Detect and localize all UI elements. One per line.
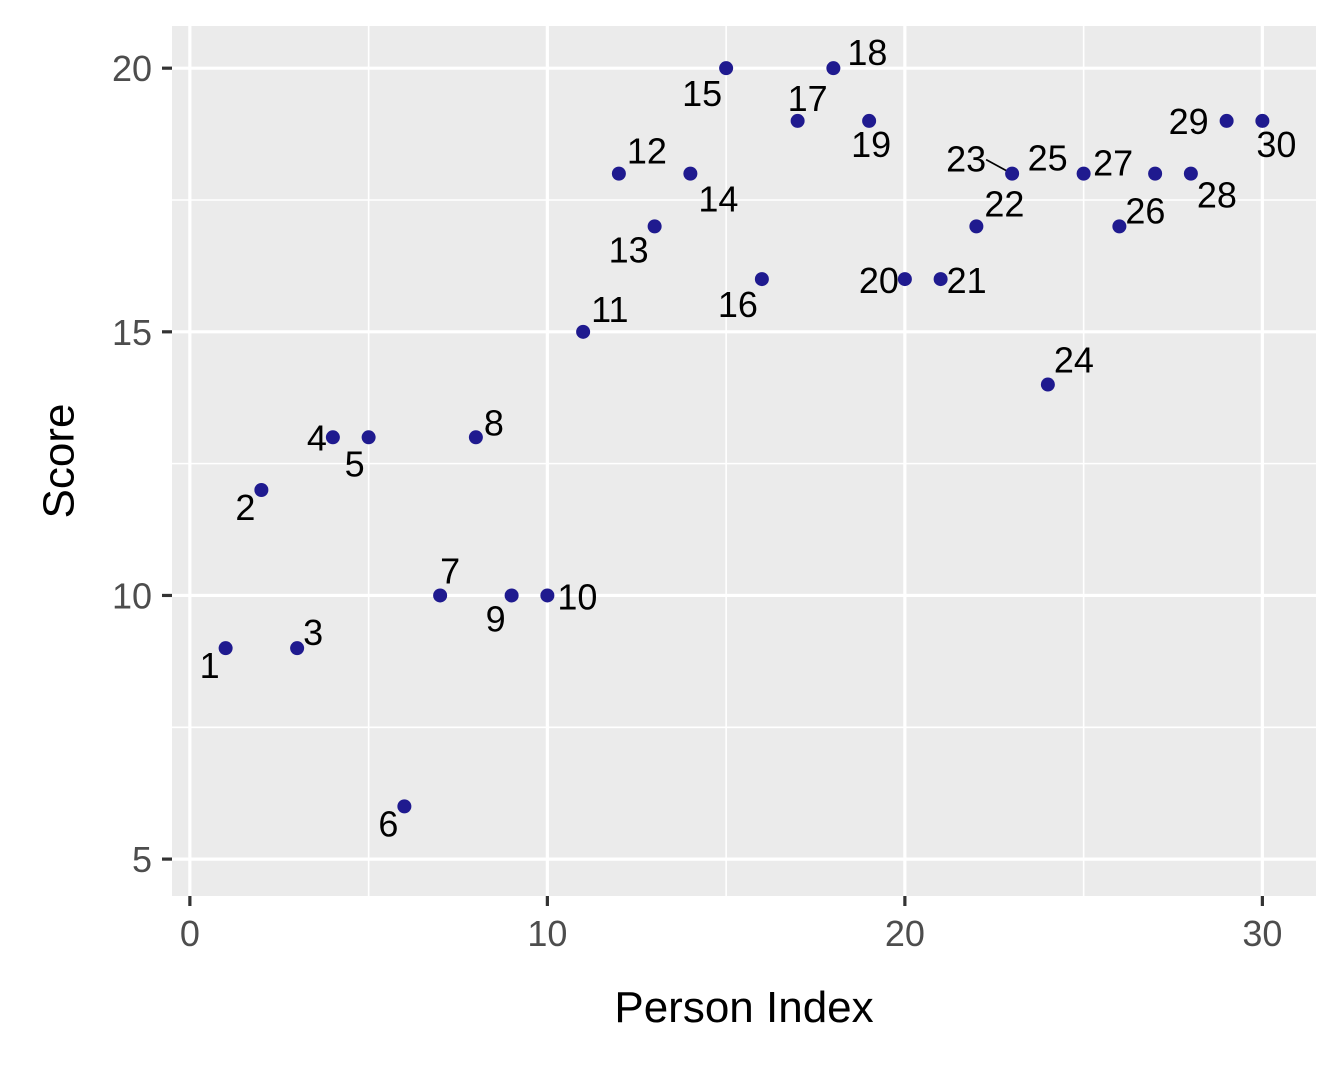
data-label-2: 2 [235,487,255,528]
data-point-14 [683,166,698,181]
data-label-17: 17 [788,78,828,119]
y-axis-title: Score [35,404,84,519]
data-label-21: 21 [947,260,987,301]
data-point-3 [290,641,305,656]
major-gridlines [172,26,1316,896]
data-label-20: 20 [859,260,899,301]
data-point-6 [397,799,412,814]
data-point-27 [1148,166,1163,181]
x-tick-label: 20 [885,913,925,954]
data-point-20 [897,272,912,287]
data-point-10 [540,588,555,603]
data-label-25: 25 [1028,138,1068,179]
data-point-16 [754,272,769,287]
data-label-26: 26 [1125,190,1165,231]
data-point-29 [1219,113,1234,128]
data-label-3: 3 [303,612,323,653]
x-axis: 0 10 20 30 [180,896,1282,954]
data-label-13: 13 [609,229,649,270]
data-label-23: 23 [946,139,986,180]
label-leader-lines [985,158,1009,173]
y-axis: 5 10 15 20 [112,48,172,880]
data-label-11: 11 [591,289,628,330]
y-tick-label: 5 [132,839,152,880]
y-tick-label: 20 [112,48,152,89]
data-point-1 [218,641,233,656]
data-label-15: 15 [682,73,722,114]
x-tick-label: 0 [180,913,200,954]
data-label-9: 9 [486,598,506,639]
data-label-5: 5 [345,443,365,484]
data-point-7 [433,588,448,603]
data-label-24: 24 [1054,340,1094,381]
data-point-19 [862,113,877,128]
data-point-17 [790,113,805,128]
data-label-28: 28 [1197,175,1237,216]
data-label-7: 7 [440,550,460,591]
data-label-16: 16 [718,284,758,325]
data-point-22 [969,219,984,234]
data-point-18 [826,61,841,76]
data-point-23 [1005,166,1020,181]
data-point-24 [1040,377,1055,392]
data-label-22: 22 [984,183,1024,224]
y-tick-label: 10 [112,575,152,616]
data-point-15 [719,61,734,76]
data-label-1: 1 [200,645,220,686]
data-point-11 [576,324,591,339]
data-point-21 [933,272,948,287]
plot-panel [172,26,1316,896]
x-axis-title: Person Index [614,983,873,1032]
data-label-10: 10 [557,576,597,617]
data-point-9 [504,588,519,603]
data-label-18: 18 [847,32,887,73]
data-point-30 [1255,113,1270,128]
data-label-4: 4 [307,417,327,458]
data-point-25 [1076,166,1091,181]
data-point-13 [647,219,662,234]
data-point-5 [361,430,376,445]
data-points [218,61,1270,814]
data-label-6: 6 [378,803,398,844]
x-tick-label: 10 [527,913,567,954]
data-label-19: 19 [851,124,891,165]
data-point-8 [468,430,483,445]
data-label-12: 12 [627,131,667,172]
y-tick-label: 15 [112,312,152,353]
data-point-12 [611,166,626,181]
data-point-28 [1183,166,1198,181]
data-label-8: 8 [484,402,504,443]
x-tick-label: 30 [1242,913,1282,954]
data-point-26 [1112,219,1127,234]
data-point-4 [325,430,340,445]
leader-line-23 [985,158,1009,173]
data-label-30: 30 [1256,124,1296,165]
data-point-2 [254,483,269,497]
data-label-27: 27 [1093,143,1133,184]
data-label-29: 29 [1169,101,1209,142]
data-label-14: 14 [698,179,738,220]
